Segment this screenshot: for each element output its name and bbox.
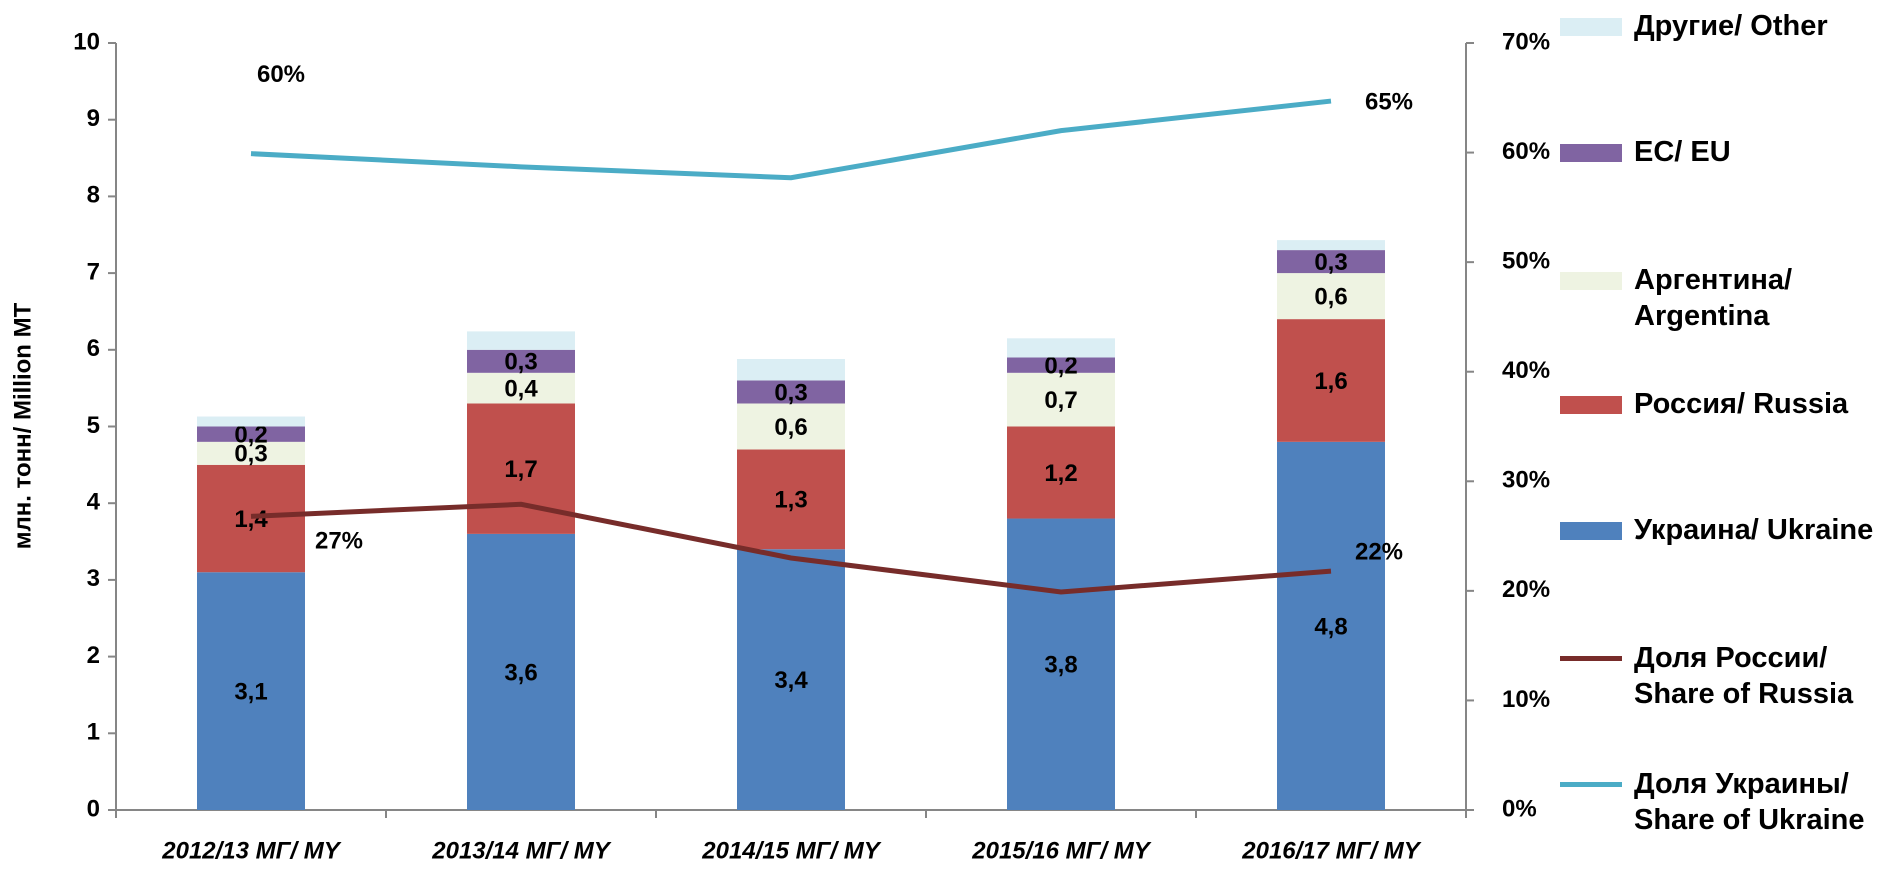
legend-label: Доля России/ Share of Russia: [1634, 642, 1854, 710]
x-tick-label: 2015/16 МГ/ MY: [971, 837, 1151, 864]
line-label: 27%: [315, 528, 363, 555]
bar-segment: [1007, 357, 1115, 373]
bar-segment: [197, 441, 305, 465]
data-label: 0,6: [1314, 283, 1347, 310]
line-label: 60%: [257, 61, 305, 88]
legend-swatch: [1560, 782, 1622, 787]
bar-segment: [467, 349, 575, 373]
bar-segment: [737, 359, 845, 381]
legend-item: Доля России/ Share of Russia: [1560, 640, 1880, 712]
data-label: 3,1: [234, 678, 267, 705]
y2-tick-label: 60%: [1502, 138, 1550, 165]
line-series: [250, 98, 1332, 181]
data-label: 1,2: [1044, 460, 1077, 487]
legend-item: Россия/ Russia: [1560, 386, 1880, 422]
y-tick-label: 1: [87, 719, 100, 746]
data-label: 0,3: [234, 441, 267, 468]
bar-segment: [737, 380, 845, 404]
legend-label: Украина/ Ukraine: [1634, 514, 1874, 546]
bar-segment: [1007, 518, 1115, 810]
y-axis-label: млн. тонн/ Million MT: [9, 302, 36, 549]
data-label: 3,6: [504, 659, 537, 686]
y-tick-label: 10: [73, 28, 100, 55]
y2-tick-label: 50%: [1502, 247, 1550, 274]
y2-tick-label: 0%: [1502, 795, 1537, 822]
bar-segment: [1277, 319, 1385, 442]
y-tick-label: 9: [87, 105, 100, 132]
x-tick-label: 2016/17 МГ/ MY: [1241, 837, 1421, 864]
data-label: 1,3: [774, 487, 807, 514]
bar-segment: [197, 426, 305, 442]
y-tick-label: 0: [87, 795, 100, 822]
data-label: 3,8: [1044, 652, 1077, 679]
data-label: 3,4: [774, 667, 808, 694]
bar-segment: [737, 449, 845, 550]
legend-swatch: [1560, 396, 1622, 414]
legend-item: ЕС/ EU: [1560, 134, 1880, 170]
data-label: 1,4: [234, 506, 268, 533]
data-label: 0,3: [1314, 249, 1347, 276]
y2-tick-label: 70%: [1502, 28, 1550, 55]
bar-segment: [467, 372, 575, 404]
y-tick-label: 8: [87, 182, 100, 209]
legend-label: Другие/ Other: [1634, 10, 1828, 42]
y-tick-label: 2: [87, 642, 100, 669]
legend-swatch: [1560, 144, 1622, 162]
legend-item: Доля Украины/ Share of Ukraine: [1560, 766, 1880, 838]
bar-segment: [197, 464, 305, 573]
x-tick-label: 2014/15 МГ/ MY: [701, 837, 881, 864]
y-tick-label: 4: [87, 489, 101, 516]
y-tick-label: 3: [87, 565, 100, 592]
bar-segment: [1277, 441, 1385, 810]
y2-tick-label: 20%: [1502, 576, 1550, 603]
bar-segment: [1277, 250, 1385, 274]
legend-label: Доля Украины/ Share of Ukraine: [1634, 768, 1865, 836]
y-tick-label: 6: [87, 335, 100, 362]
legend-swatch: [1560, 272, 1622, 290]
line-label: 22%: [1355, 538, 1403, 565]
bar-segment: [467, 331, 575, 350]
y-tick-label: 7: [87, 258, 100, 285]
data-label: 4,8: [1314, 613, 1347, 640]
bar-segment: [197, 416, 305, 427]
bar-segment: [1007, 426, 1115, 519]
legend-item: Другие/ Other: [1560, 8, 1880, 44]
x-tick-label: 2012/13 МГ/ MY: [161, 837, 341, 864]
y2-tick-label: 30%: [1502, 467, 1550, 494]
data-label: 0,6: [774, 414, 807, 441]
legend-swatch: [1560, 656, 1622, 661]
bar-segment: [467, 533, 575, 810]
legend-label: ЕС/ EU: [1634, 136, 1731, 168]
x-tick-label: 2013/14 МГ/ MY: [431, 837, 611, 864]
bar-segment: [737, 403, 845, 450]
y2-tick-label: 10%: [1502, 686, 1550, 713]
bar-segment: [1277, 240, 1385, 251]
line-label: 65%: [1365, 88, 1413, 115]
bar-segment: [1007, 338, 1115, 358]
y-tick-label: 5: [87, 412, 100, 439]
legend-swatch: [1560, 522, 1622, 540]
data-label: 0,3: [774, 379, 807, 406]
line-series: [250, 501, 1332, 595]
data-label: 0,3: [504, 349, 537, 376]
data-label: 0,4: [504, 375, 538, 402]
bar-segment: [1007, 372, 1115, 427]
data-label: 1,6: [1314, 368, 1347, 395]
data-label: 0,7: [1044, 387, 1077, 414]
legend-item: Аргентина/ Argentina: [1560, 262, 1880, 334]
bar-segment: [1277, 273, 1385, 320]
legend-swatch: [1560, 18, 1622, 36]
y2-tick-label: 40%: [1502, 357, 1550, 384]
legend-label: Аргентина/ Argentina: [1634, 264, 1793, 332]
bar-segment: [737, 549, 845, 810]
legend-item: Украина/ Ukraine: [1560, 512, 1880, 548]
data-label: 1,7: [504, 456, 537, 483]
legend-label: Россия/ Russia: [1634, 388, 1849, 420]
bar-segment: [197, 572, 305, 810]
